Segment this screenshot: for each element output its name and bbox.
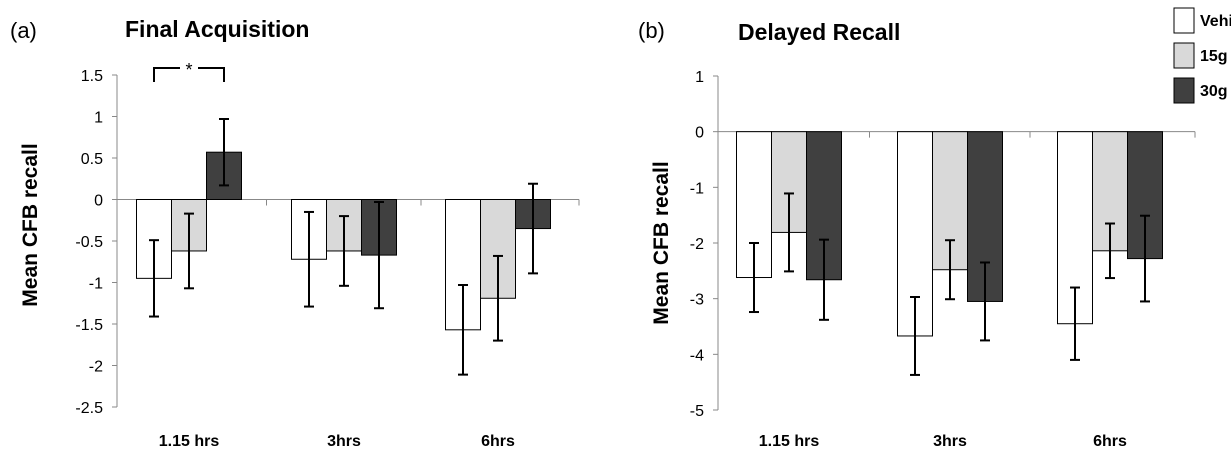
- panel-a-significance-bracket: *: [153, 60, 225, 82]
- panel-a-errorbar-30g-wbb-1-15-hrs: [219, 117, 229, 187]
- panel-a-errorbar-30g-wbb-6hrs: [528, 182, 538, 275]
- panel-a-ytick-label: 1.5: [81, 68, 103, 85]
- panel-b-errorbar-30g-wbb-3hrs: [980, 261, 990, 342]
- panel-b-errorbar-30g-wbb-6hrs: [1140, 214, 1150, 303]
- panel-a-xtick-label: 1.15 hrs: [159, 433, 220, 450]
- panel-a-ytick-label: -2.5: [75, 400, 103, 417]
- legend-label-15g-wbb: 15g WBB: [1200, 48, 1231, 65]
- panel-b-ytick-label: 0: [695, 125, 704, 142]
- legend-item-vehicle: Vehicle: [1173, 7, 1231, 34]
- panel-b-errorbar-15g-wbb-6hrs: [1105, 222, 1115, 280]
- legend-swatch-vehicle: [1173, 7, 1195, 34]
- panel-b-errorbar-vehicle-1-15-hrs: [749, 242, 759, 314]
- panel-b-errorbar-vehicle-6hrs: [1070, 286, 1080, 361]
- panel-a-ytick-label: -0.5: [75, 234, 103, 251]
- legend-label-30g-wbb: 30g WBB: [1200, 83, 1231, 100]
- legend: Vehicle 15g WBB 30g WBB: [1173, 7, 1231, 104]
- legend-label-vehicle: Vehicle: [1200, 13, 1231, 30]
- panel-a-ytick-label: 0.5: [81, 151, 103, 168]
- panel-a-ytick-label: -1.5: [75, 317, 103, 334]
- panel-a-plot: 1.5 1 0.5 0 -0.5 -1 -1.5 -2 -2.5 1.15 hrs 3hrs 6hrs…: [75, 60, 580, 450]
- panel-a-ylabel: Mean CFB recall: [19, 143, 42, 306]
- panel-a-errorbar-vehicle-6hrs: [458, 283, 468, 376]
- panel-a-errorbar-15g-wbb-3hrs: [339, 215, 349, 287]
- panel-b-xtick-label: 3hrs: [933, 433, 967, 450]
- panel-a-significance-star: *: [185, 60, 192, 80]
- panel-a-xtick-label: 6hrs: [481, 433, 515, 450]
- panel-b-errorbar-15g-wbb-3hrs: [945, 239, 955, 301]
- panel-b-ytick-label: -4: [690, 347, 704, 364]
- panel-a-ytick-label: -2: [89, 359, 103, 376]
- panel-b-errorbar-30g-wbb-1-15-hrs: [819, 238, 829, 321]
- legend-swatch-30g-wbb: [1173, 77, 1195, 104]
- panel-a-errorbar-vehicle-1-15-hrs: [149, 239, 159, 318]
- panel-b-errorbar-15g-wbb-1-15-hrs: [784, 192, 794, 273]
- panel-b-ylabel: Mean CFB recall: [650, 161, 673, 324]
- legend-item-30g-wbb: 30g WBB: [1173, 77, 1231, 104]
- panel-b-errorbar-vehicle-3hrs: [910, 295, 920, 376]
- panel-a-ytick-label: 1: [94, 110, 103, 127]
- panel-a-ytick-label: -1: [89, 276, 103, 293]
- panel-a-title: Final Acquisition: [125, 16, 309, 42]
- panel-b-ytick-label: 1: [695, 69, 704, 86]
- panel-b-ytick-label: -5: [690, 403, 704, 420]
- panel-b-ytick-label: -1: [690, 180, 704, 197]
- legend-swatch-15g-wbb: [1173, 42, 1195, 69]
- panel-b-xtick-label: 1.15 hrs: [759, 433, 820, 450]
- panel-b-letter: (b): [638, 18, 665, 43]
- panel-a-errorbar-vehicle-3hrs: [304, 210, 314, 308]
- panel-b-plot: 1 0 -1 -2 -3 -4 -5 1.15 hrs 3hrs 6hrs: [690, 69, 1196, 450]
- panel-b-title: Delayed Recall: [738, 19, 900, 45]
- panel-a-ytick-label: 0: [94, 193, 103, 210]
- panel-b-ytick-label: -3: [690, 292, 704, 309]
- panel-a-errorbar-15g-wbb-1-15-hrs: [184, 212, 194, 290]
- panel-b-xtick-label: 6hrs: [1093, 433, 1127, 450]
- panel-a-letter: (a): [10, 18, 37, 43]
- panel-a-errorbar-15g-wbb-6hrs: [493, 254, 503, 342]
- panel-a-errorbar-30g-wbb-3hrs: [374, 200, 384, 310]
- panel-a-xtick-label: 3hrs: [327, 433, 361, 450]
- legend-item-15g-wbb: 15g WBB: [1173, 42, 1231, 69]
- panel-b-ytick-label: -2: [690, 236, 704, 253]
